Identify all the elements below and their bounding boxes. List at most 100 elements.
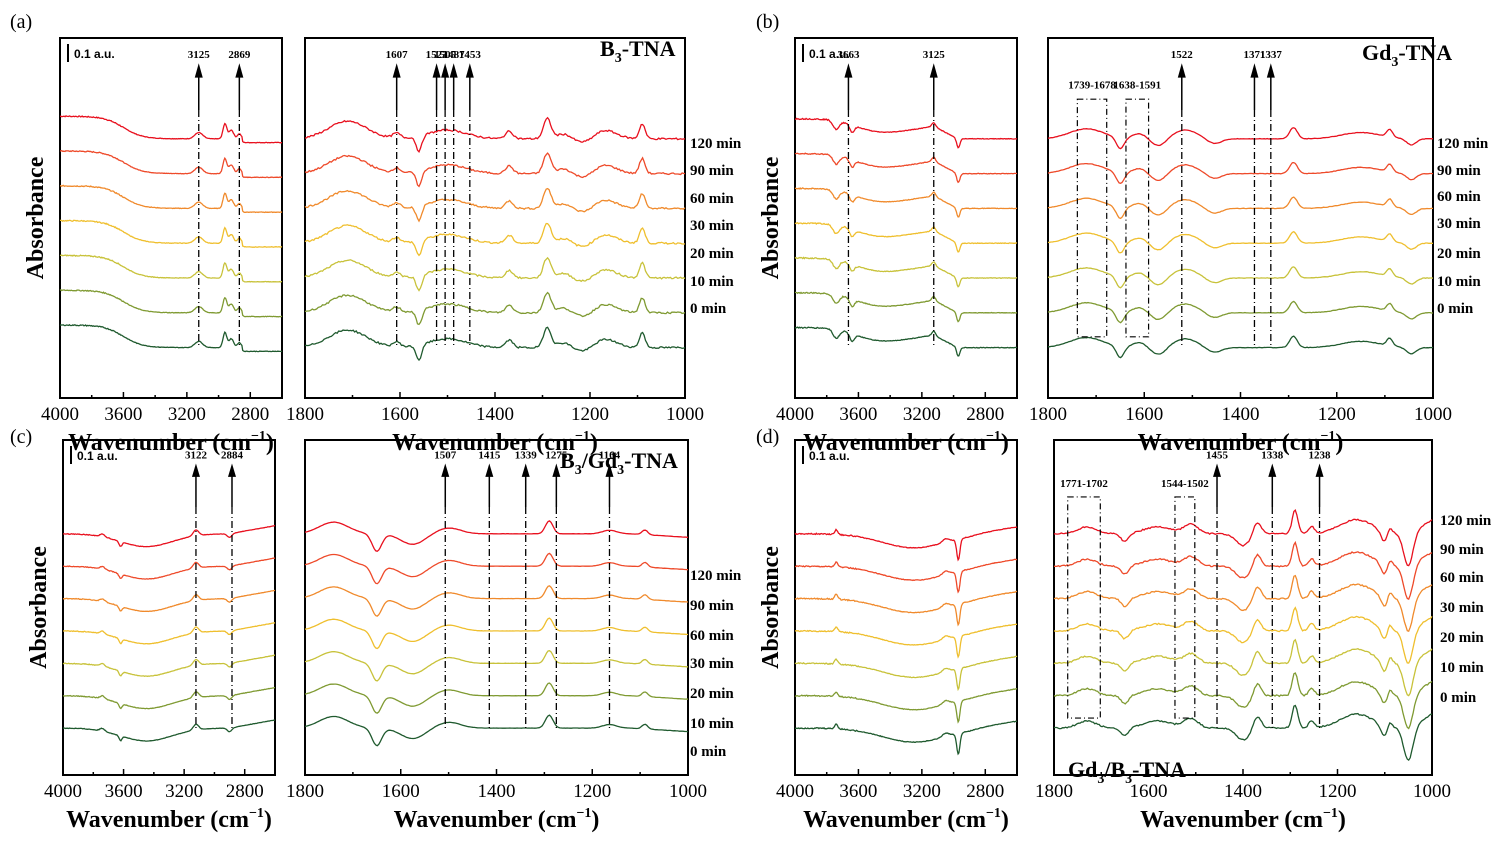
x-tick-label: 1800 [286,404,324,425]
legend-time-label: 20 min [1440,630,1484,646]
series-line-90-min [59,149,282,179]
x-tick-label: 1800 [286,781,324,802]
panel-label: (d) [756,426,779,448]
annotation-label: 3122 [185,449,208,461]
legend-time-label: 0 min [1440,690,1477,706]
annotation-label: 1415 [478,449,501,461]
arrow-head-icon [1250,63,1259,78]
series-line-60-min [62,589,276,613]
legend-time-label: 30 min [1440,600,1484,616]
legend-time-label: 90 min [1440,542,1484,558]
x-tick-label: 3600 [839,404,877,425]
left-subplot: 4000 3600 3200 2800 Wavenumber (cm−1) 0.1 a.u… [758,439,1018,833]
right-subplot: 1800 1600 1400 1200 1000 Wavenumber (cm−1) 150… [286,439,742,833]
legend-time-label: 60 min [1440,570,1484,586]
legend-time-label: 90 min [690,598,734,614]
annotation-label: 1164 [599,449,621,461]
annotation-label: 1275 [545,449,568,461]
series-line-90-min [304,552,689,585]
annotation-label: 3125 [188,49,211,61]
x-tick-label: 1200 [1318,404,1356,425]
x-tick-label: 1400 [1222,404,1260,425]
x-tick-label: 3200 [168,404,206,425]
x-tick-label: 1800 [1029,404,1067,425]
x-tick-label: 4000 [776,781,814,802]
panel-title: Gd3/B3-TNA [1068,757,1186,787]
x-tick-label: 2800 [231,404,269,425]
panel-d: (d) 4000 3600 3200 2800 Wavenumber (cm−1) 0.1 … [756,426,1492,833]
arrow-head-icon [844,63,853,78]
plot-frame [304,37,686,399]
arrow-head-icon [465,63,474,78]
panel-label: (a) [10,11,32,33]
series-line-120-min [62,524,276,548]
x-tick-label: 1200 [1319,781,1357,802]
annotation-box [1067,496,1101,719]
legend-time-label: 10 min [1440,660,1484,676]
series-line-90-min [62,557,276,580]
scale-bar-label: 0.1 a.u. [809,47,850,61]
series-line-90-min [794,152,1017,184]
right-subplot: 1800 1600 1400 1200 1000 Wavenumber (cm−1) 173… [1029,37,1489,456]
x-tick-label: 1800 [1035,781,1073,802]
x-tick-label: 3600 [839,781,877,802]
x-tick-label: 3200 [165,781,203,802]
x-tick-label: 1000 [1413,781,1451,802]
arrow-head-icon [521,463,530,477]
annotation-label: 1523 [426,49,449,61]
annotation-label: 1505 [434,49,457,61]
annotation-label: 1739-1678 [1068,79,1116,91]
legend-time-label: 30 min [1437,216,1481,232]
x-tick-label: 4000 [776,404,814,425]
series-line-30-min [59,219,283,248]
arrow-head-icon [1268,463,1277,477]
series-line-60-min [1053,574,1433,633]
x-tick-label: 1600 [382,781,420,802]
x-tick-label: 1600 [1125,404,1163,425]
series-line-20-min [1047,266,1434,289]
legend-time-label: 20 min [690,246,734,262]
series-line-20-min [794,256,1018,288]
annotation-label: 1487 [443,49,466,61]
annotation-label: 1507 [434,449,457,461]
series-line-20-min [1053,638,1433,697]
annotation-label: 1339 [515,449,538,461]
series-line-60-min [304,585,689,617]
x-tick-label: 1000 [669,781,707,802]
annotation-label: 1371 [1243,49,1265,61]
arrow-head-icon [929,63,938,78]
plot-frame [1053,439,1433,776]
series-line-120-min [794,526,1018,562]
legend-time-label: 30 min [690,218,734,234]
plot-frame [1047,37,1434,399]
annotation-label: 2869 [228,49,251,61]
y-axis-label: Absorbance [26,546,52,669]
legend-time-label: 0 min [1437,301,1474,317]
x-tick-label: 1400 [478,781,516,802]
series-line-10-min [794,291,1018,323]
series-line-90-min [1047,161,1434,184]
panel-title: Gd3-TNA [1362,40,1452,70]
series-line-0-min [304,326,686,362]
x-tick-label: 3600 [105,781,143,802]
legend-time-label: 20 min [1437,246,1481,262]
series-line-90-min [1054,540,1433,600]
arrow-head-icon [1177,63,1186,78]
plot-frame [59,37,283,399]
series-line-0-min [304,714,689,747]
series-line-30-min [1053,606,1433,664]
legend-time-label: 0 min [690,301,727,317]
series-line-0-min [62,719,276,742]
series-line-30-min [304,222,686,257]
legend-time-label: 0 min [690,744,727,760]
x-tick-label: 4000 [41,404,79,425]
series-line-20-min [794,655,1018,692]
series-line-20-min [304,256,686,292]
y-axis-label: Absorbance [23,156,49,279]
scale-bar-label: 0.1 a.u. [809,449,850,463]
legend-time-label: 120 min [1437,136,1489,152]
scale-bar-label: 0.1 a.u. [77,449,118,463]
series-line-30-min [1047,230,1434,254]
x-tick-label: 4000 [44,781,82,802]
